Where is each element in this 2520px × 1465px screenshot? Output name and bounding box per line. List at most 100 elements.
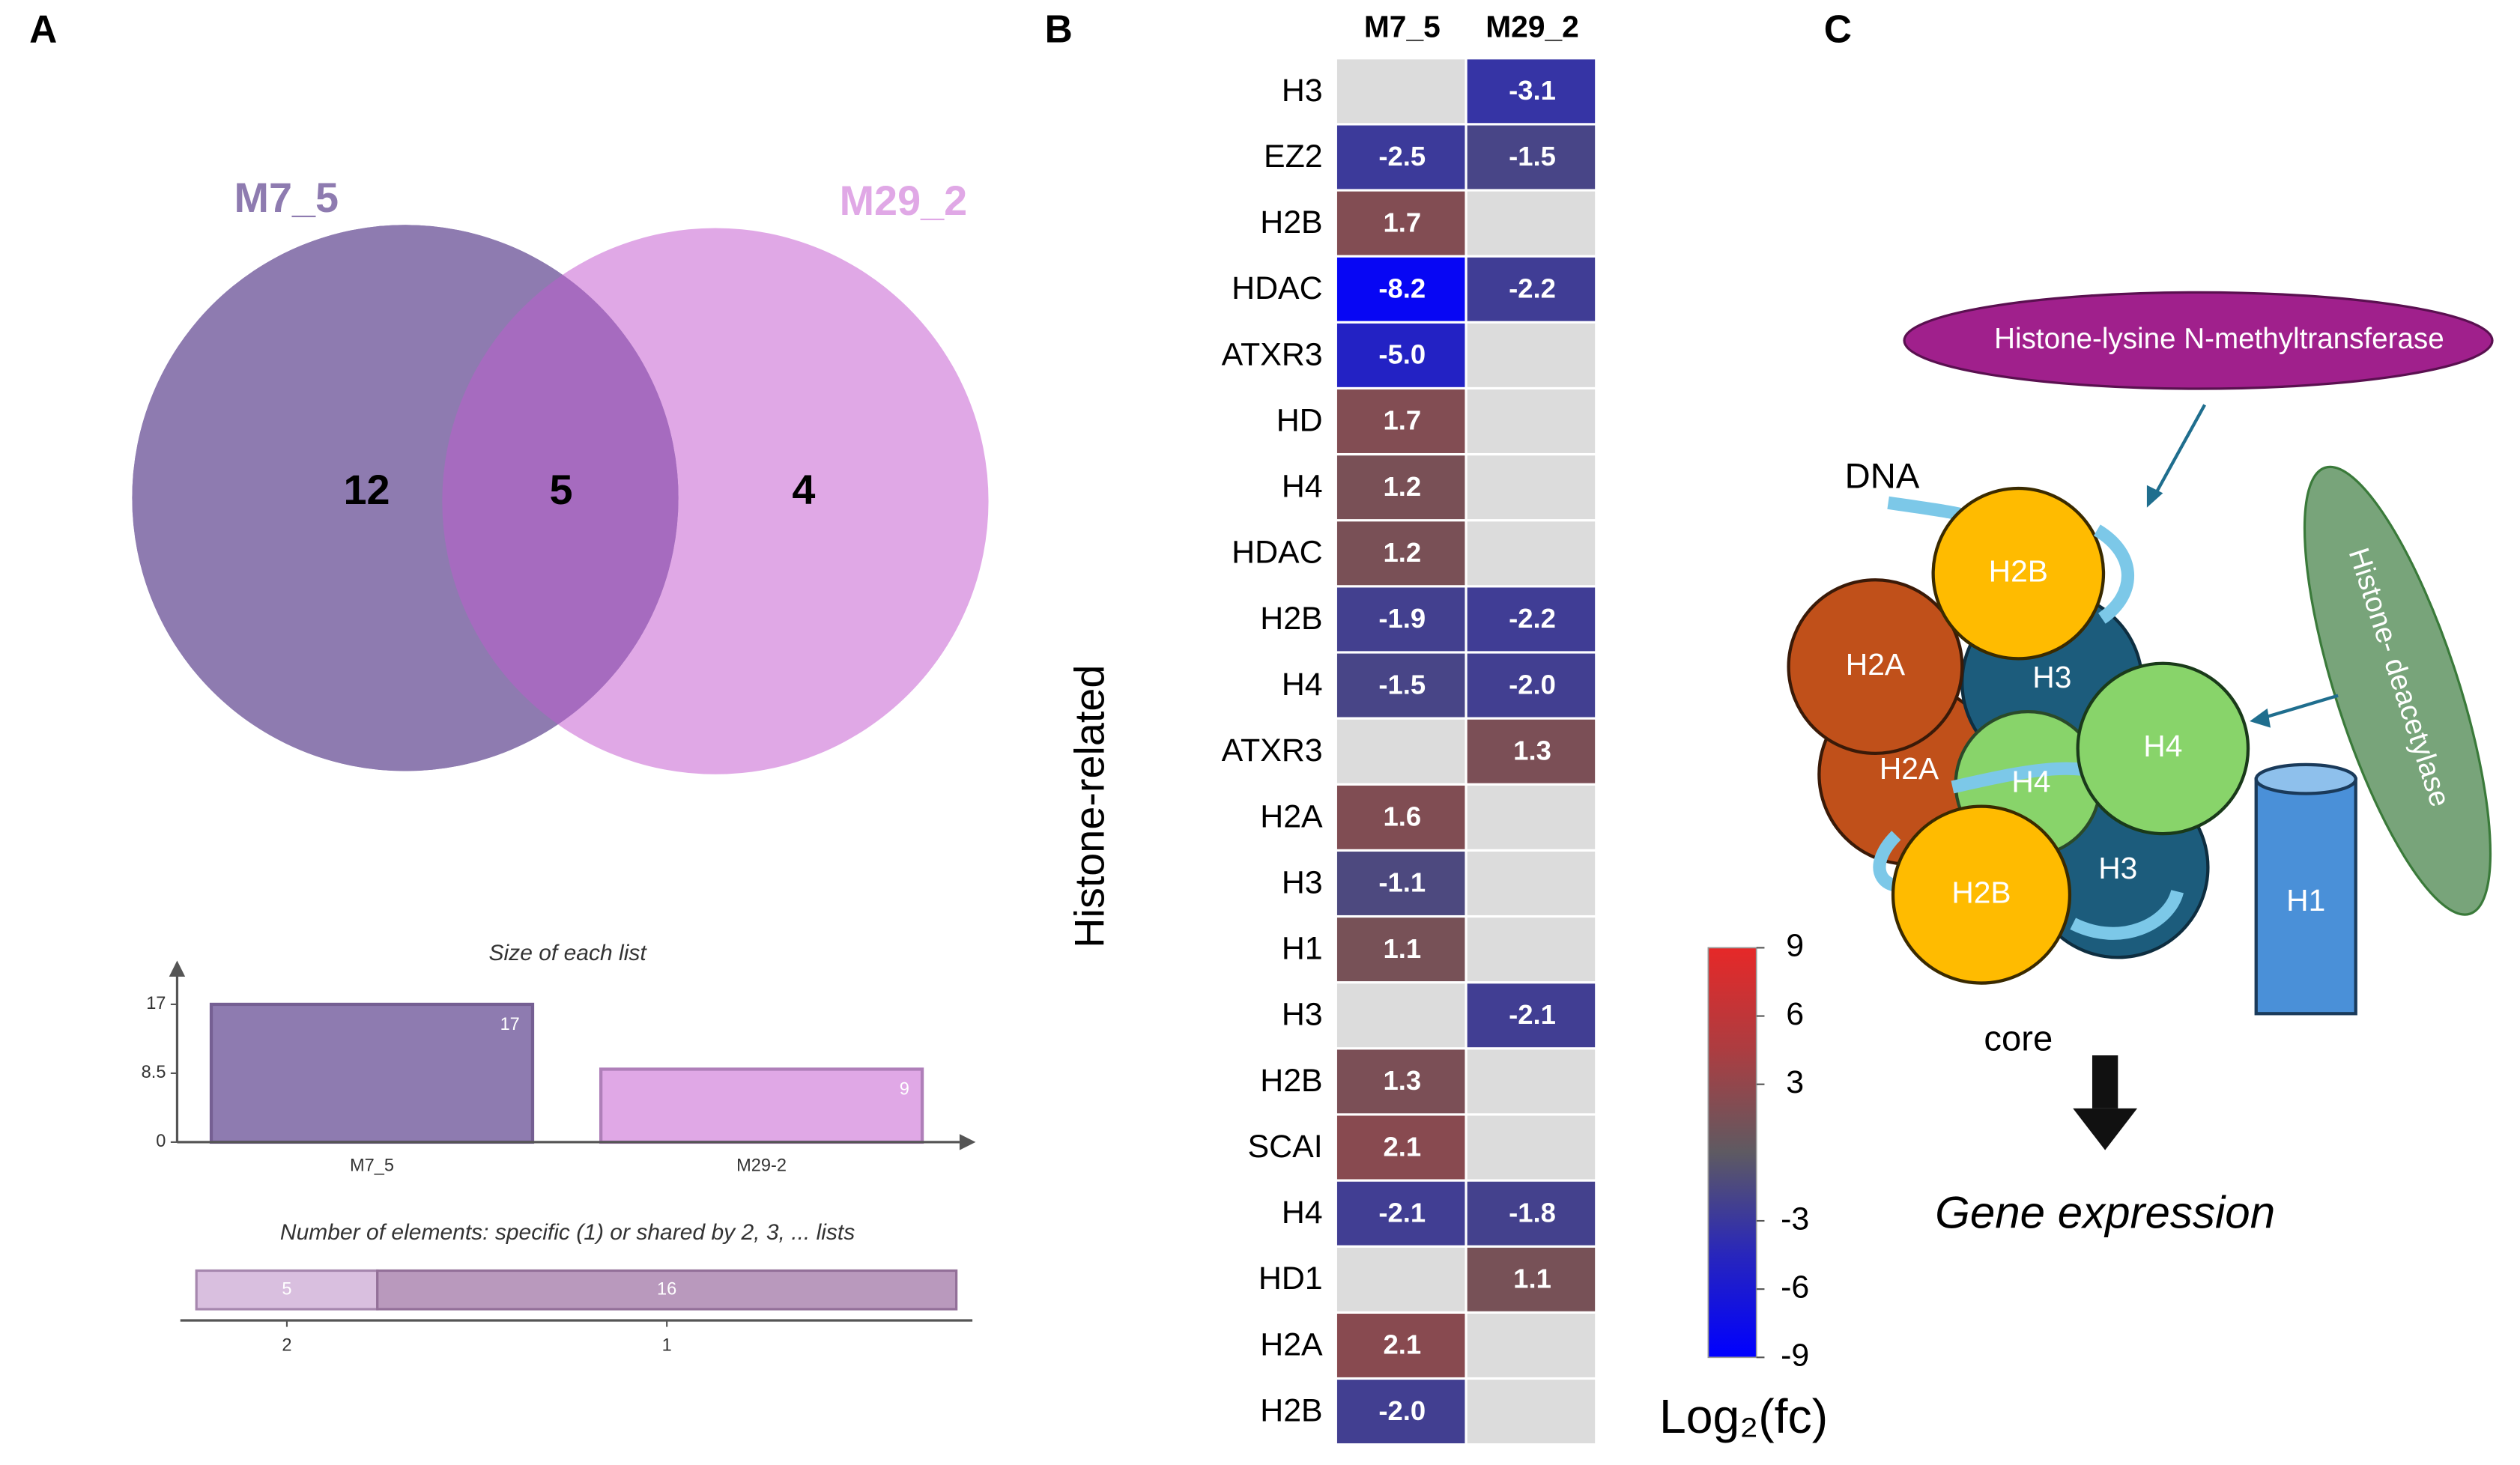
cell-label: -2.2 (1509, 273, 1556, 303)
y-tick-label: 17 (146, 993, 166, 1013)
cell-label: -2.2 (1509, 603, 1556, 634)
heat-cell (1336, 521, 1465, 586)
column-label: M7_5 (1364, 9, 1441, 43)
axis-arrow (959, 1134, 976, 1150)
empty-cell (1467, 455, 1596, 520)
heat-cell (1336, 917, 1465, 982)
heat-cell (1467, 653, 1596, 718)
empty-cell (1467, 191, 1596, 255)
empty-cell (1467, 1115, 1596, 1180)
heat-cell (1467, 125, 1596, 189)
empty-cell (1336, 719, 1465, 783)
empty-cell (1336, 59, 1465, 124)
row-label: H2B (1260, 204, 1322, 240)
heat-cell (1336, 785, 1465, 849)
histone (2076, 661, 2250, 836)
heat-cell (1336, 389, 1465, 453)
cell-label: 1.2 (1383, 471, 1421, 502)
histone-label: H3 (2098, 851, 2137, 885)
row-label: H3 (1282, 997, 1323, 1033)
linker-label: H1 (2286, 883, 2325, 917)
cell-label: 1.3 (1383, 1065, 1421, 1096)
cell-label: -3.1 (1509, 75, 1556, 106)
y-tick-label: 0 (156, 1131, 166, 1150)
value-label: 5 (282, 1279, 291, 1298)
cell-label: 1.3 (1513, 735, 1551, 765)
cell-label: -1.9 (1378, 603, 1426, 634)
set-label: M7_5 (234, 175, 339, 221)
empty-cell (1467, 852, 1596, 915)
value-label: 17 (500, 1014, 520, 1034)
cell-label: -1.5 (1509, 141, 1556, 172)
empty-cell (1467, 323, 1596, 387)
region-count: 4 (792, 467, 815, 513)
row-label: H4 (1282, 1195, 1323, 1231)
cell-label: -2.1 (1509, 999, 1556, 1030)
output-label: Gene expression (1935, 1187, 2275, 1237)
enzyme-label: Histone-lysine N-methyltransferase (1994, 323, 2444, 355)
empty-cell (1467, 785, 1596, 849)
cell-label: 2.1 (1383, 1131, 1421, 1162)
arrow (2151, 404, 2206, 499)
x-tick-label: 1 (662, 1335, 672, 1355)
row-label: H2B (1260, 601, 1322, 637)
axis-arrow (169, 960, 186, 977)
y-axis-label: Histone-related (1067, 665, 1113, 948)
heat-cell (1467, 1181, 1596, 1246)
cell-label: -2.0 (1509, 669, 1556, 700)
colorbar-tick-label: -6 (1781, 1269, 1809, 1305)
empty-cell (1336, 1247, 1465, 1311)
venn: M7_5 M29_2 12 5 4 (132, 175, 989, 774)
panel-label: A (29, 7, 57, 50)
output-arrow (2092, 1055, 2118, 1108)
diagram: Histone-lysine N-methyltransferase Histo… (1787, 291, 2494, 1237)
panel-label: B (1045, 7, 1073, 50)
bar-segment (195, 1269, 379, 1311)
arrow (2262, 694, 2339, 720)
empty-cell (1467, 1313, 1596, 1377)
chart-title: Number of elements: specific (1) or shar… (280, 1220, 855, 1245)
row-label: SCAI (1248, 1129, 1323, 1165)
empty-cell (1467, 1380, 1596, 1444)
row-label: H4 (1282, 667, 1323, 703)
heat-cell (1336, 323, 1465, 387)
enzyme-ellipse (2303, 465, 2492, 916)
row-label: H2B (1260, 1063, 1322, 1099)
row-label: HD (1276, 402, 1323, 438)
bar-chart: Number of elements: specific (1) or shar… (180, 1220, 973, 1355)
row-label: H4 (1282, 469, 1323, 505)
chart-title: Size of each list (489, 941, 648, 965)
region-count: 5 (550, 467, 573, 513)
empty-cell (1467, 521, 1596, 586)
histone-label: H2A (1880, 751, 1939, 786)
bar (209, 1002, 535, 1144)
heat-cell (1467, 587, 1596, 652)
heat-cell (1336, 1181, 1465, 1246)
heat-cell (1467, 983, 1596, 1048)
row-label: HDAC (1232, 270, 1323, 306)
row-label: H2A (1260, 798, 1323, 834)
arrowhead (2250, 708, 2271, 728)
histone-label: H4 (2011, 764, 2050, 798)
histone (1891, 804, 2072, 985)
colorbar (1707, 947, 1757, 1359)
empty-cell (1467, 917, 1596, 982)
empty-cell (1467, 1049, 1596, 1114)
cell-label: -5.0 (1378, 339, 1426, 370)
cell-label: 1.1 (1383, 933, 1421, 964)
colorbar-label: Log₂(fc) (1659, 1389, 1828, 1443)
column-label: M29_2 (1485, 9, 1579, 43)
dna-label: DNA (1845, 456, 1920, 496)
region-count: 12 (344, 467, 390, 513)
x-tick-label: M7_5 (350, 1155, 394, 1174)
overlap (442, 228, 679, 771)
empty-cell (1467, 389, 1596, 453)
value-label: 9 (900, 1079, 909, 1099)
heat-cell (1336, 587, 1465, 652)
linker-histone (2254, 777, 2357, 1016)
heat-cell (1467, 257, 1596, 321)
dna-strand (2093, 524, 2134, 624)
linker-histone-top (2254, 762, 2357, 795)
cell-label: -8.2 (1378, 273, 1426, 303)
